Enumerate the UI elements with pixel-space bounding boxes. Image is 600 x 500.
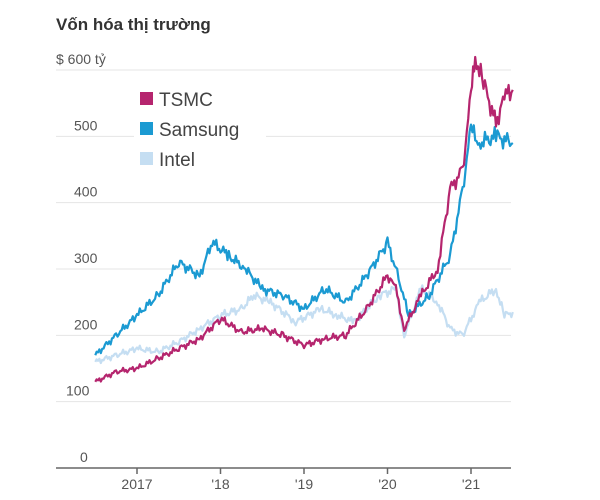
- y-tick-label: 500: [74, 117, 98, 133]
- chart-title: Vốn hóa thị trường: [56, 15, 211, 34]
- series-line-tsmc: [94, 55, 514, 383]
- legend-swatch-tsmc: [140, 92, 153, 105]
- legend-label-samsung: Samsung: [159, 120, 239, 141]
- series-line-samsung: [94, 123, 514, 356]
- legend-label-intel: Intel: [159, 150, 195, 171]
- y-tick-label: 0: [80, 449, 88, 465]
- legend-label-tsmc: TSMC: [159, 90, 213, 111]
- y-tick-label: 100: [66, 383, 90, 399]
- series-line-intel: [94, 283, 514, 365]
- x-tick-label: '19: [295, 476, 313, 492]
- grid: 0 100 200 300 400 500 $ 600 tỷ: [56, 51, 511, 465]
- legend: TSMC Samsung Intel: [134, 90, 266, 172]
- x-axis: 2017 '18 '19 '20 '21: [56, 467, 511, 492]
- x-tick-label: 2017: [121, 476, 152, 492]
- x-tick-label: '18: [211, 476, 229, 492]
- y-tick-label: 200: [74, 316, 98, 332]
- series-lines: [94, 55, 514, 383]
- y-tick-label: 400: [74, 184, 98, 200]
- y-tick-label: $ 600 tỷ: [56, 51, 106, 67]
- y-tick-label: 300: [74, 250, 98, 266]
- x-tick-label: '21: [462, 476, 480, 492]
- legend-swatch-intel: [140, 152, 153, 165]
- x-tick-label: '20: [378, 476, 396, 492]
- legend-swatch-samsung: [140, 122, 153, 135]
- legend-background: [134, 90, 266, 172]
